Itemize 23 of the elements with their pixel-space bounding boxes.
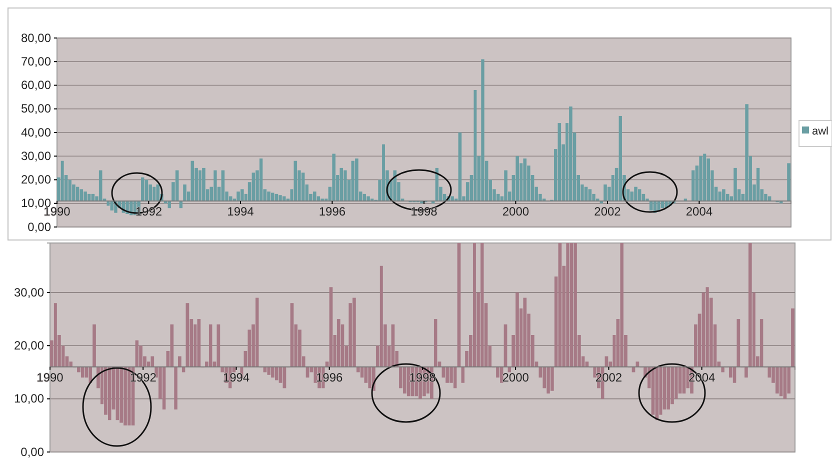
x-tick-label: 2002 bbox=[595, 370, 622, 384]
y-tick-label: 20,00 bbox=[20, 172, 52, 187]
legend-label: awl bbox=[812, 126, 829, 138]
x-tick-label: 2000 bbox=[502, 370, 530, 384]
x-tick-label: 2004 bbox=[686, 204, 713, 219]
y-tick-label: 50,00 bbox=[20, 102, 52, 116]
x-tick-label: 1994 bbox=[222, 370, 250, 384]
y-tick-label: 30,00 bbox=[20, 148, 52, 163]
y-tick-label: 40,00 bbox=[20, 125, 52, 140]
x-tick-label: 1996 bbox=[318, 204, 346, 219]
y-tick-label: 60,00 bbox=[20, 78, 52, 92]
x-tick-label: 1996 bbox=[316, 370, 343, 384]
x-tick-label: 2002 bbox=[594, 204, 622, 219]
y-tick-label: 20,00 bbox=[14, 338, 44, 352]
y-tick-label: 0,00 bbox=[20, 444, 44, 459]
y-tick-label: 80,00 bbox=[20, 30, 52, 45]
x-tick-label: 1994 bbox=[227, 204, 254, 219]
y-tick-label: 0,00 bbox=[28, 220, 52, 234]
y-tick-label: 30,00 bbox=[14, 285, 44, 300]
x-tick-label: 2000 bbox=[502, 204, 530, 219]
y-tick-label: 70,00 bbox=[20, 54, 52, 68]
y-tick-label: 10,00 bbox=[14, 392, 44, 406]
x-tick-label: 1990 bbox=[36, 370, 64, 384]
